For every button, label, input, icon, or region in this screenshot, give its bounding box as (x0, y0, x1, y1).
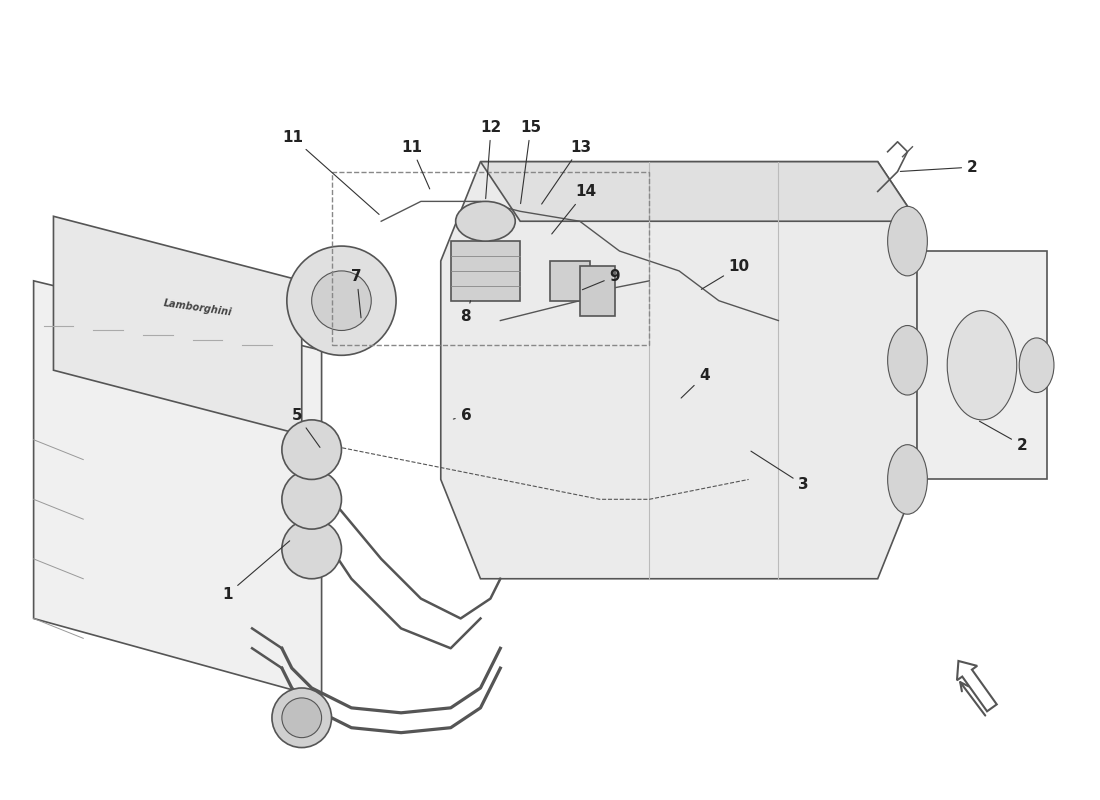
Polygon shape (441, 162, 917, 578)
Bar (451, 241, 520, 301)
Ellipse shape (1020, 338, 1054, 393)
Text: 1: 1 (222, 541, 289, 602)
Circle shape (282, 470, 341, 529)
Text: 8: 8 (461, 301, 471, 323)
Ellipse shape (888, 326, 927, 395)
Text: 2: 2 (900, 159, 978, 174)
Circle shape (272, 688, 331, 747)
Circle shape (282, 420, 341, 479)
Bar (550, 261, 590, 301)
Ellipse shape (455, 202, 515, 241)
Circle shape (282, 519, 341, 578)
Text: 7: 7 (351, 269, 362, 318)
Polygon shape (54, 216, 301, 434)
Circle shape (311, 271, 372, 330)
Text: 9: 9 (582, 269, 620, 290)
Polygon shape (481, 162, 917, 222)
Text: 15: 15 (520, 120, 541, 203)
Text: 11: 11 (282, 130, 380, 214)
Polygon shape (34, 281, 321, 698)
Polygon shape (917, 251, 1046, 479)
Text: 11: 11 (402, 140, 430, 189)
Ellipse shape (947, 310, 1016, 420)
Text: Lamborghini: Lamborghini (163, 298, 233, 318)
Text: 4: 4 (681, 368, 710, 398)
Text: 10: 10 (702, 259, 750, 290)
Circle shape (282, 698, 321, 738)
Ellipse shape (888, 206, 927, 276)
Text: 13: 13 (541, 140, 591, 204)
Bar (580, 266, 615, 315)
Bar (331, 171, 649, 346)
Text: 2: 2 (979, 422, 1027, 453)
Text: 5: 5 (292, 408, 320, 447)
Ellipse shape (888, 445, 927, 514)
Text: 14: 14 (552, 185, 596, 234)
Text: 12: 12 (481, 120, 502, 198)
Text: 6: 6 (453, 408, 472, 423)
Circle shape (287, 246, 396, 355)
Text: 3: 3 (751, 451, 808, 492)
